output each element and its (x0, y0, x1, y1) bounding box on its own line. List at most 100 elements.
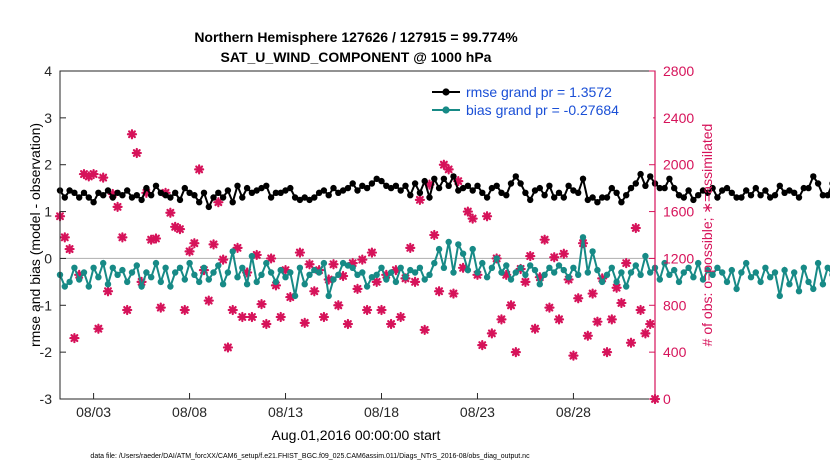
obs-marker (256, 299, 267, 310)
y-right-tick-label: 2000 (663, 157, 694, 173)
bias-point (71, 264, 78, 271)
rmse-point (152, 182, 160, 189)
rmse-point (469, 187, 476, 194)
bias-point (191, 271, 198, 278)
bias-point (757, 278, 764, 286)
rmse-point (431, 175, 438, 182)
y-left-tick-label: -2 (40, 344, 53, 360)
bias-point (152, 259, 160, 267)
obs-marker (630, 222, 641, 234)
rmse-point (133, 192, 140, 199)
obs-marker (462, 206, 473, 217)
y-right-tick-label: 0 (663, 391, 671, 407)
rmse-point (61, 194, 68, 201)
bias-point (719, 269, 726, 276)
rmse-point (378, 177, 385, 185)
rmse-point (344, 184, 352, 192)
obs-marker (544, 302, 555, 313)
obs-marker (227, 304, 238, 316)
bias-point (124, 278, 131, 286)
rmse-point (488, 184, 496, 192)
obs-marker (573, 293, 584, 304)
bias-point (354, 271, 361, 278)
obs-marker (496, 314, 507, 325)
y-left-tick-label: 2 (44, 157, 52, 173)
rmse-point (656, 184, 663, 192)
bias-point (771, 269, 779, 276)
x-axis: 08/03 08/08 08/13 08/18 08/23 08/28 (76, 393, 591, 420)
obs-marker (520, 276, 531, 287)
bias-point (714, 264, 721, 271)
rmse-point (579, 175, 587, 182)
rmse-point (181, 184, 188, 192)
rmse-point (623, 192, 630, 199)
obs-marker (467, 213, 478, 224)
bias-point (575, 271, 582, 278)
rmse-point (632, 180, 639, 187)
bias-point (498, 269, 505, 276)
bias-point (229, 248, 236, 255)
x-tick-label: 08/03 (76, 404, 111, 420)
rmse-point (795, 194, 803, 201)
bias-point (138, 283, 145, 290)
rmse-point (335, 189, 342, 196)
bias-point (507, 276, 515, 283)
obs-marker (376, 304, 387, 316)
bias-point (224, 269, 232, 276)
obs-marker (117, 232, 128, 243)
rmse-point (287, 184, 294, 192)
bias-point (493, 255, 500, 262)
bias-point (560, 266, 567, 274)
bias-point (90, 264, 97, 271)
rmse-point (315, 189, 323, 196)
rmse-point (599, 194, 606, 201)
bias-point (647, 269, 654, 276)
bias-point (546, 264, 553, 271)
legend: rmse grand pr = 1.3572 bias grand pr = -… (428, 80, 653, 120)
bias-point (234, 274, 241, 281)
rmse-point (426, 194, 433, 201)
obs-marker (98, 172, 109, 183)
bias-point (109, 264, 117, 271)
obs-marker (333, 300, 344, 311)
bias-point (642, 252, 649, 260)
rmse-point (493, 182, 500, 189)
obs-marker (93, 323, 104, 334)
rmse-point (647, 173, 654, 180)
rmse-point (479, 189, 486, 196)
bias-point (392, 278, 400, 286)
bias-point (263, 259, 270, 267)
rmse-point (781, 189, 788, 196)
bias-point (671, 266, 678, 274)
rmse-point (421, 177, 428, 185)
bias-point (632, 262, 639, 269)
bias-point (440, 264, 448, 271)
bias-point (330, 276, 337, 283)
y-right-tick-label: 1200 (663, 250, 694, 266)
rmse-point (205, 203, 212, 211)
rmse-point (359, 182, 366, 189)
obs-marker (429, 229, 440, 241)
obs-marker (625, 337, 637, 348)
bias-point (637, 271, 644, 278)
obs-marker (294, 247, 306, 258)
bias-line (59, 237, 830, 297)
rmse-point (162, 192, 169, 199)
y-axis-left: -3 -2 -1 0 1 2 3 4 (40, 63, 66, 407)
bias-point (767, 274, 774, 281)
rmse-point (747, 192, 755, 199)
rmse-point (483, 194, 491, 201)
bias-point (579, 234, 587, 241)
bias-point (61, 283, 68, 290)
bias-point (738, 269, 745, 276)
rmse-point (397, 187, 404, 194)
bias-point (627, 269, 635, 276)
rmse-point (176, 196, 184, 204)
bias-point (747, 274, 755, 281)
rmse-point (810, 173, 817, 180)
rmse-point (435, 184, 443, 192)
bias-point (243, 281, 251, 288)
rmse-series (56, 170, 830, 211)
bias-point (723, 278, 731, 286)
rmse-point (243, 184, 251, 192)
